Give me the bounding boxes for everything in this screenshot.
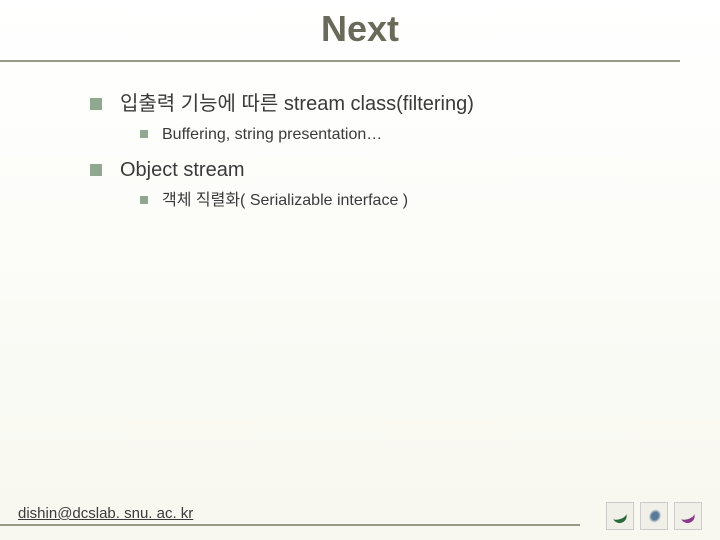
slide-title: Next <box>0 0 720 60</box>
footer-icons <box>606 502 702 530</box>
bullet-icon <box>140 130 148 138</box>
bullet-icon <box>90 98 102 110</box>
content-area: 입출력 기능에 따른 stream class(filtering) Buffe… <box>90 80 680 219</box>
decorative-icon <box>640 502 668 530</box>
list-item: Buffering, string presentation… <box>140 124 680 146</box>
bullet-text: 객체 직렬화( Serializable interface ) <box>162 190 408 212</box>
bullet-icon <box>90 164 102 176</box>
bullet-text: Buffering, string presentation… <box>162 124 382 146</box>
bullet-text: 입출력 기능에 따른 stream class(filtering) <box>120 90 474 118</box>
title-underline <box>0 60 680 62</box>
footer-underline <box>0 524 580 526</box>
bullet-icon <box>140 196 148 204</box>
bullet-text: Object stream <box>120 156 244 184</box>
decorative-icon <box>606 502 634 530</box>
footer-email: dishin@dcslab. snu. ac. kr <box>18 505 193 522</box>
list-item: 입출력 기능에 따른 stream class(filtering) <box>90 90 680 118</box>
list-item: 객체 직렬화( Serializable interface ) <box>140 190 680 212</box>
list-item: Object stream <box>90 156 680 184</box>
decorative-icon <box>674 502 702 530</box>
